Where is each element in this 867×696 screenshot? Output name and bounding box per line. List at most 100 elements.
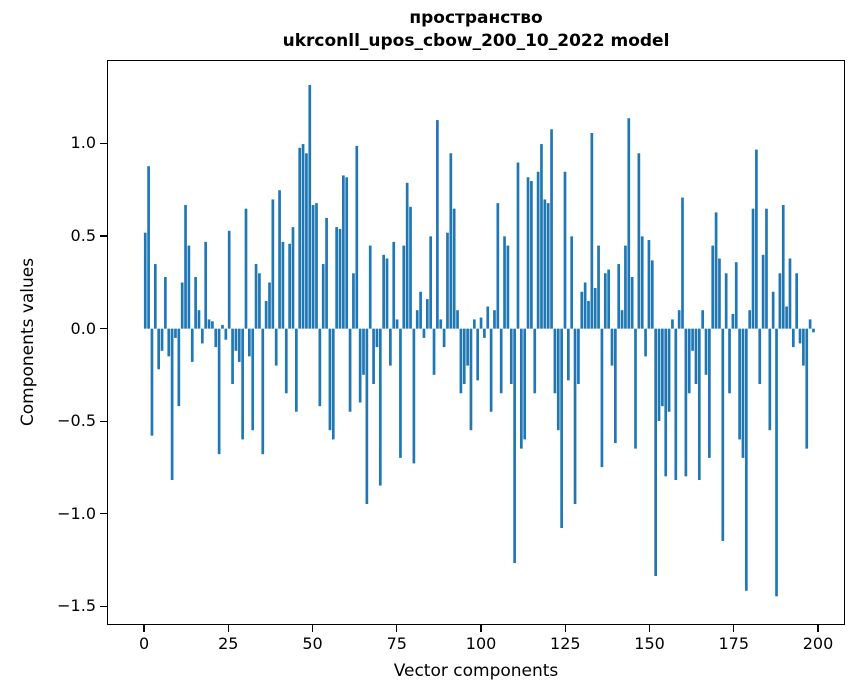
bar xyxy=(211,321,214,329)
bar xyxy=(459,328,463,394)
bar xyxy=(664,328,668,477)
bar xyxy=(251,328,255,431)
bar xyxy=(321,264,325,329)
bar xyxy=(271,199,275,329)
bar xyxy=(399,328,402,458)
x-tick-label: 100 xyxy=(465,634,497,653)
bar xyxy=(284,328,288,394)
bar xyxy=(254,264,258,329)
bar xyxy=(244,208,248,329)
bar xyxy=(483,328,486,338)
bar xyxy=(315,203,318,329)
bar xyxy=(614,328,617,444)
bar xyxy=(385,258,389,329)
bar xyxy=(358,328,362,403)
bar xyxy=(744,328,748,591)
bar xyxy=(607,269,610,329)
bar xyxy=(345,177,349,329)
x-tick-mark xyxy=(311,625,314,632)
bar xyxy=(392,241,396,329)
bar xyxy=(768,328,772,431)
bar xyxy=(637,153,641,329)
bar xyxy=(352,273,355,329)
bar xyxy=(335,227,338,329)
bar xyxy=(328,328,332,431)
y-tick-mark xyxy=(100,420,107,422)
bar xyxy=(553,328,557,394)
bar xyxy=(405,182,409,329)
bar xyxy=(499,328,503,394)
bar xyxy=(442,328,446,348)
bar xyxy=(160,328,164,351)
bar xyxy=(697,328,701,481)
bar xyxy=(241,328,244,440)
chart-title-line1: пространство xyxy=(409,8,543,28)
bar xyxy=(640,236,644,329)
bar xyxy=(560,328,563,529)
bar xyxy=(365,328,369,505)
bar xyxy=(791,328,795,348)
bar xyxy=(677,310,681,329)
bar xyxy=(429,236,433,329)
bar xyxy=(674,328,678,481)
x-tick-label: 200 xyxy=(802,634,834,653)
y-tick-label: 0.5 xyxy=(70,225,96,245)
bar xyxy=(603,273,607,329)
bar xyxy=(402,245,406,329)
bar xyxy=(708,328,711,458)
bar xyxy=(291,227,295,329)
bar xyxy=(684,328,688,477)
x-tick-mark xyxy=(143,625,145,632)
bar xyxy=(620,310,624,329)
bar xyxy=(630,276,634,329)
bar xyxy=(778,273,782,329)
bar xyxy=(624,245,627,329)
bar xyxy=(446,232,449,329)
bar xyxy=(295,328,298,412)
bar xyxy=(577,328,580,385)
bar xyxy=(157,328,161,370)
bar xyxy=(258,273,261,329)
bar xyxy=(355,145,359,329)
x-tick-mark xyxy=(817,625,819,632)
bar xyxy=(563,171,567,329)
bar xyxy=(462,328,466,385)
bar xyxy=(221,324,224,329)
bar xyxy=(412,328,416,464)
bar xyxy=(204,241,208,329)
x-axis-label: Vector components xyxy=(393,661,559,681)
bar xyxy=(472,319,476,329)
bar xyxy=(580,291,584,329)
bar xyxy=(425,299,429,329)
bar xyxy=(650,260,654,329)
bar xyxy=(681,197,684,329)
bar xyxy=(439,319,443,329)
bar xyxy=(177,328,181,407)
bar xyxy=(654,328,657,577)
bar xyxy=(207,319,211,329)
bar xyxy=(493,310,496,329)
bar xyxy=(261,328,265,455)
bar xyxy=(143,232,147,329)
y-tick-mark xyxy=(100,605,107,608)
bar xyxy=(704,328,708,375)
x-tick-label: 150 xyxy=(634,634,665,653)
bar xyxy=(741,328,745,458)
y-tick-label: 1.0 xyxy=(70,133,96,153)
bar xyxy=(375,328,379,348)
bar xyxy=(449,153,453,329)
bar xyxy=(382,254,386,329)
bar xyxy=(590,132,594,329)
bar xyxy=(476,328,480,381)
bar xyxy=(227,230,231,329)
bar xyxy=(711,245,715,329)
bar xyxy=(184,204,187,329)
bar xyxy=(298,147,302,329)
bar xyxy=(305,153,308,329)
bar xyxy=(237,328,241,362)
bar xyxy=(781,204,785,329)
bar xyxy=(570,236,574,329)
bar xyxy=(583,282,587,329)
bar xyxy=(348,328,352,412)
